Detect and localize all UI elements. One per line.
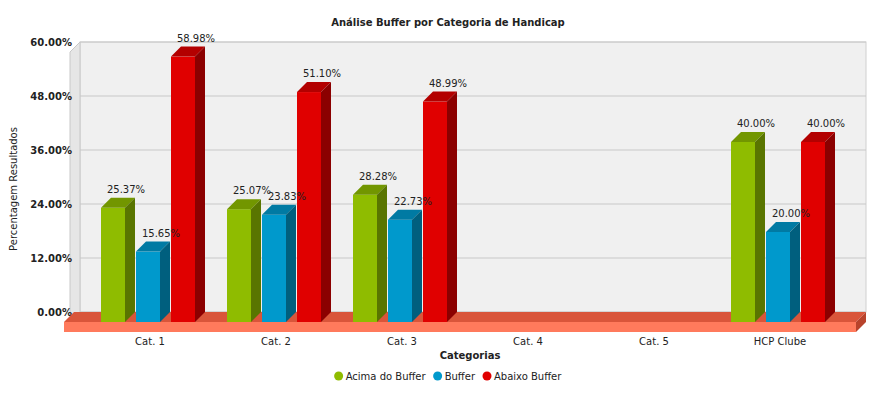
bar — [101, 198, 135, 322]
bar-front — [297, 92, 321, 322]
chart: Análise Buffer por Categoria de Handicap… — [0, 0, 896, 395]
x-tick-label: HCP Clube — [754, 336, 806, 347]
y-tick-label: 24.00% — [30, 199, 72, 210]
bar-front — [766, 232, 790, 322]
bar — [171, 47, 205, 322]
legend-marker — [334, 372, 343, 381]
y-axis-title: Percentagem Resultados — [8, 127, 19, 251]
bar — [801, 132, 835, 322]
bar-side — [125, 198, 135, 322]
y-tick-label: 48.00% — [30, 91, 72, 102]
bar-side — [321, 82, 331, 322]
x-axis-title: Categorias — [440, 350, 501, 361]
bar — [297, 82, 331, 322]
bar — [731, 132, 765, 322]
data-label: 25.37% — [107, 184, 145, 195]
bar-front — [731, 142, 755, 322]
data-label: 51.10% — [303, 68, 341, 79]
data-label: 22.73% — [394, 196, 432, 207]
bar-front — [101, 208, 125, 322]
x-tick-label: Cat. 4 — [513, 336, 543, 347]
bar-side — [286, 205, 296, 322]
data-label: 23.83% — [268, 191, 306, 202]
data-label: 48.99% — [429, 78, 467, 89]
side-wall — [70, 42, 80, 322]
legend-item: Buffer — [433, 371, 476, 382]
bar-side — [825, 132, 835, 322]
bar-front — [227, 209, 251, 322]
bar — [353, 185, 387, 322]
data-label: 40.00% — [807, 118, 845, 129]
legend-item: Acima do Buffer — [334, 371, 426, 382]
bar — [227, 199, 261, 322]
bar-front — [388, 220, 412, 322]
y-tick-label: 36.00% — [30, 145, 72, 156]
y-tick-label: 12.00% — [30, 253, 72, 264]
bar-front — [353, 195, 377, 322]
bar — [423, 92, 457, 322]
bar — [262, 205, 296, 322]
bar-side — [160, 242, 170, 322]
bar-side — [377, 185, 387, 322]
floor-side — [856, 312, 866, 332]
y-tick-label: 0.00% — [37, 307, 72, 318]
bar-front — [136, 252, 160, 322]
bar-side — [790, 222, 800, 322]
legend-marker — [433, 372, 442, 381]
bar-side — [412, 210, 422, 322]
legend-marker — [483, 372, 492, 381]
floor — [64, 322, 856, 332]
chart-title: Análise Buffer por Categoria de Handicap — [331, 17, 565, 28]
bar — [766, 222, 800, 322]
legend: Acima do Buffer Buffer Abaixo Buffer — [334, 371, 562, 382]
data-label: 25.07% — [233, 185, 271, 196]
bar-side — [251, 199, 261, 322]
data-label: 20.00% — [772, 208, 810, 219]
legend-label: Acima do Buffer — [346, 371, 427, 382]
data-label: 28.28% — [359, 171, 397, 182]
data-label: 15.65% — [142, 228, 180, 239]
data-labels: 25.37% 15.65% 58.98% 25.07%23.83% 51.10% 28.2… — [107, 33, 845, 239]
data-label: 40.00% — [737, 118, 775, 129]
x-tick-label: Cat. 2 — [261, 336, 291, 347]
bar-side — [447, 92, 457, 322]
bar-front — [801, 142, 825, 322]
bar — [388, 210, 422, 322]
legend-label: Buffer — [445, 371, 476, 382]
x-tick-label: Cat. 1 — [135, 336, 165, 347]
x-tick-label: Cat. 5 — [639, 336, 669, 347]
legend-label: Abaixo Buffer — [494, 371, 562, 382]
bar-front — [423, 102, 447, 322]
bars — [101, 47, 835, 322]
x-tick-label: Cat. 3 — [387, 336, 417, 347]
bar-front — [262, 215, 286, 322]
bar — [136, 242, 170, 322]
y-tick-label: 60.00% — [30, 37, 72, 48]
bar-side — [195, 47, 205, 322]
bar-front — [171, 57, 195, 322]
bar-side — [755, 132, 765, 322]
data-label: 58.98% — [177, 33, 215, 44]
legend-item: Abaixo Buffer — [483, 371, 563, 382]
